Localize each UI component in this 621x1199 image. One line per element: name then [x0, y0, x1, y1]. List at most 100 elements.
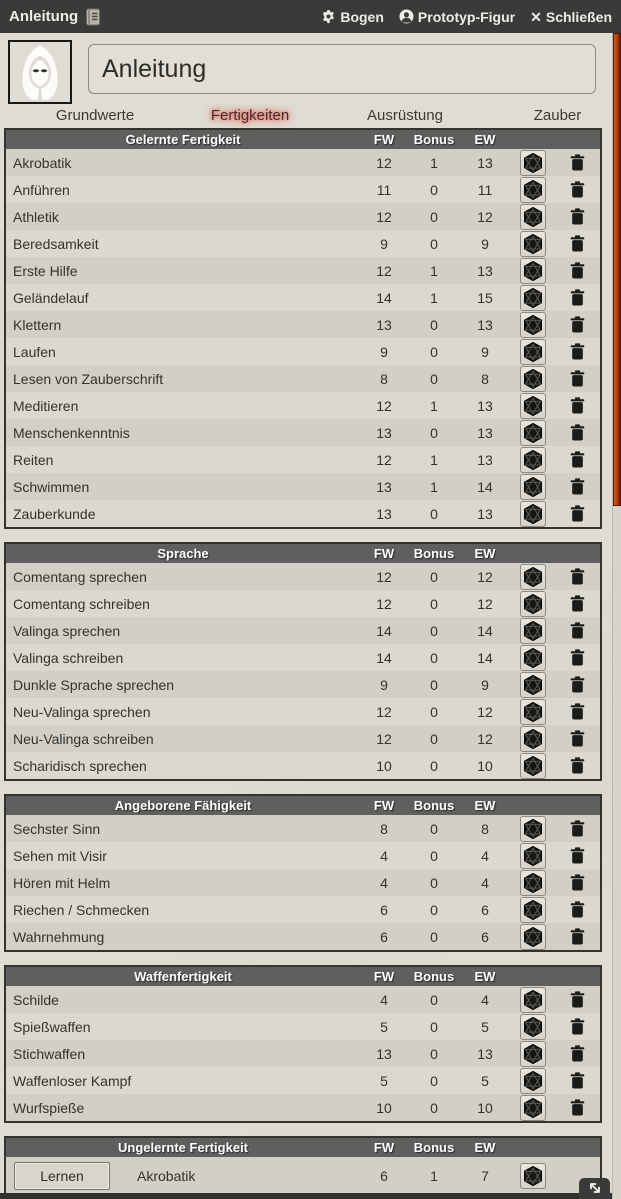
delete-skill-button[interactable] — [568, 872, 587, 893]
die-cell — [510, 869, 555, 896]
roll-die-button[interactable] — [519, 419, 546, 446]
delete-skill-button[interactable] — [568, 674, 587, 695]
roll-die-button[interactable] — [519, 842, 546, 869]
delete-skill-button[interactable] — [568, 845, 587, 866]
delete-skill-button[interactable] — [568, 1043, 587, 1064]
delete-skill-button[interactable] — [568, 647, 587, 668]
roll-die-button[interactable] — [519, 149, 546, 176]
delete-skill-button[interactable] — [568, 233, 587, 254]
delete-skill-button[interactable] — [568, 152, 587, 173]
die-cell — [510, 176, 555, 203]
roll-die-button[interactable] — [519, 338, 546, 365]
trash-cell — [555, 620, 600, 641]
roll-die-button[interactable] — [519, 1067, 546, 1094]
delete-skill-button[interactable] — [568, 1016, 587, 1037]
roll-die-button[interactable] — [519, 392, 546, 419]
roll-die-button[interactable] — [519, 725, 546, 752]
delete-skill-button[interactable] — [568, 476, 587, 497]
tab-fertigkeiten[interactable]: Fertigkeiten — [210, 107, 290, 124]
delete-skill-button[interactable] — [568, 449, 587, 470]
skill-name: Menschenkenntnis — [13, 424, 130, 441]
die-cell — [510, 230, 555, 257]
delete-skill-button[interactable] — [568, 899, 587, 920]
delete-skill-button[interactable] — [568, 566, 587, 587]
roll-die-button[interactable] — [519, 923, 546, 950]
roll-die-button[interactable] — [519, 500, 546, 527]
scrollbar-thumb[interactable] — [613, 33, 621, 506]
delete-skill-button[interactable] — [568, 341, 587, 362]
skill-fw-value: 12 — [376, 568, 392, 585]
delete-skill-button[interactable] — [568, 287, 587, 308]
d20-icon — [523, 476, 542, 497]
roll-die-button[interactable] — [519, 311, 546, 338]
prototype-figure-button[interactable]: Prototyp-Figur — [399, 9, 515, 25]
skill-row: Neu-Valinga sprechen 12 0 12 — [6, 698, 600, 725]
roll-die-button[interactable] — [519, 446, 546, 473]
skill-name: Waffenloser Kampf — [13, 1072, 132, 1089]
roll-die-button[interactable] — [519, 896, 546, 923]
trash-icon — [570, 262, 585, 279]
character-name-input[interactable] — [88, 44, 596, 94]
roll-die-button[interactable] — [519, 1162, 546, 1189]
roll-die-button[interactable] — [519, 617, 546, 644]
skill-bonus-value: 0 — [430, 676, 438, 693]
roll-die-button[interactable] — [519, 644, 546, 671]
roll-die-button[interactable] — [519, 176, 546, 203]
notebook-icon[interactable] — [85, 8, 101, 26]
delete-skill-button[interactable] — [568, 926, 587, 947]
tab-zauber[interactable]: Zauber — [533, 107, 582, 124]
skill-fw-value: 11 — [376, 181, 392, 198]
delete-skill-button[interactable] — [568, 422, 587, 443]
delete-skill-button[interactable] — [568, 206, 587, 227]
delete-skill-button[interactable] — [568, 620, 587, 641]
delete-skill-button[interactable] — [568, 395, 587, 416]
skill-ew-value: 8 — [481, 820, 489, 837]
skill-ew-value: 13 — [477, 451, 493, 468]
roll-die-button[interactable] — [519, 671, 546, 698]
scrollbar-track[interactable] — [612, 33, 621, 1199]
roll-die-button[interactable] — [519, 1094, 546, 1121]
roll-die-button[interactable] — [519, 203, 546, 230]
delete-skill-button[interactable] — [568, 179, 587, 200]
avatar[interactable] — [8, 40, 72, 104]
delete-skill-button[interactable] — [568, 314, 587, 335]
delete-skill-button[interactable] — [568, 260, 587, 281]
column-header-bonus: Bonus — [413, 969, 455, 984]
resize-handle[interactable] — [579, 1178, 610, 1199]
learn-button[interactable]: Lernen — [14, 1161, 110, 1190]
delete-skill-button[interactable] — [568, 989, 587, 1010]
delete-skill-button[interactable] — [568, 503, 587, 524]
table-header: Angeborene Fähigkeit FW Bonus EW — [6, 796, 600, 815]
roll-die-button[interactable] — [519, 986, 546, 1013]
roll-die-button[interactable] — [519, 563, 546, 590]
tab-grundwerte[interactable]: Grundwerte — [55, 107, 135, 124]
tab-ausruestung[interactable]: Ausrüstung — [367, 107, 443, 124]
delete-skill-button[interactable] — [568, 1070, 587, 1091]
roll-die-button[interactable] — [519, 590, 546, 617]
roll-die-button[interactable] — [519, 815, 546, 842]
delete-skill-button[interactable] — [568, 818, 587, 839]
skill-row: Sehen mit Visir 4 0 4 — [6, 842, 600, 869]
roll-die-button[interactable] — [519, 473, 546, 500]
roll-die-button[interactable] — [519, 752, 546, 779]
roll-die-button[interactable] — [519, 698, 546, 725]
sheet-button[interactable]: Bogen — [321, 9, 384, 25]
d20-icon — [523, 1070, 542, 1091]
delete-skill-button[interactable] — [568, 701, 587, 722]
delete-skill-button[interactable] — [568, 368, 587, 389]
delete-skill-button[interactable] — [568, 728, 587, 749]
die-cell — [510, 725, 555, 752]
close-button[interactable]: ✕ Schließen — [530, 9, 612, 25]
skill-bonus-value: 1 — [430, 289, 438, 306]
delete-skill-button[interactable] — [568, 1097, 587, 1118]
roll-die-button[interactable] — [519, 869, 546, 896]
roll-die-button[interactable] — [519, 1013, 546, 1040]
roll-die-button[interactable] — [519, 365, 546, 392]
roll-die-button[interactable] — [519, 230, 546, 257]
d20-icon — [523, 593, 542, 614]
roll-die-button[interactable] — [519, 1040, 546, 1067]
delete-skill-button[interactable] — [568, 755, 587, 776]
roll-die-button[interactable] — [519, 257, 546, 284]
delete-skill-button[interactable] — [568, 593, 587, 614]
roll-die-button[interactable] — [519, 284, 546, 311]
